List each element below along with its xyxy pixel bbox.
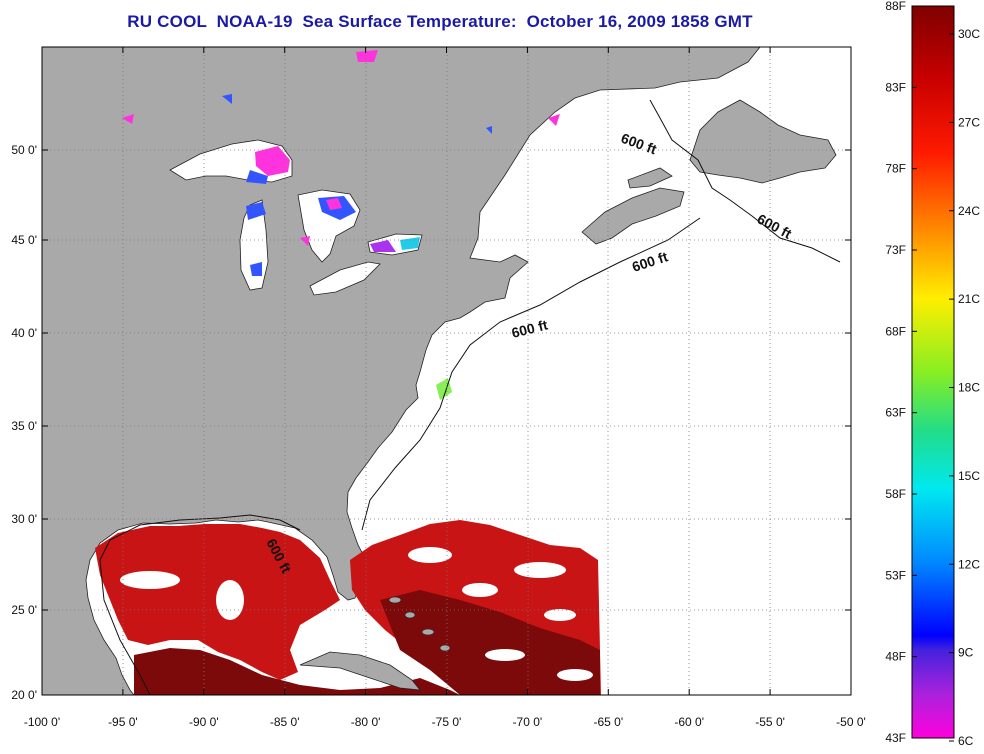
lat-tick-label: 50 0' — [11, 143, 37, 157]
c-tick-label: 27C — [958, 115, 980, 129]
f-tick-label: 48F — [885, 650, 906, 664]
lon-tick-label: -50 0' — [836, 715, 866, 729]
map-gridlines — [42, 47, 851, 695]
fahrenheit-scale: 88F 83F 78F 73F 68F 63F 58F 53F 48F 43F — [885, 0, 917, 745]
latitude-axis: 20 0' 25 0' 30 0' 35 0' 40 0' 45 0' 50 0' — [11, 143, 851, 702]
longitude-axis: -100 0' -95 0' -90 0' -85 0' -80 0' -75 0' -70… — [24, 47, 866, 729]
lake-sst-patches — [122, 50, 560, 276]
land-north-island — [627, 167, 673, 189]
c-tick-label: 24C — [958, 204, 980, 218]
c-tick-label: 9C — [958, 646, 974, 660]
f-tick-label: 63F — [885, 406, 906, 420]
c-tick-label: 21C — [958, 292, 980, 306]
land-bahamas — [388, 596, 451, 652]
lon-tick-label: -65 0' — [593, 715, 623, 729]
cloud-gaps — [120, 547, 593, 681]
c-tick-label: 18C — [958, 381, 980, 395]
lat-tick-label: 45 0' — [11, 233, 37, 247]
c-tick-label: 15C — [958, 469, 980, 483]
c-tick-label: 12C — [958, 557, 980, 571]
lat-tick-label: 30 0' — [11, 512, 37, 526]
lat-tick-label: 20 0' — [11, 688, 37, 702]
lon-tick-label: -60 0' — [674, 715, 704, 729]
f-tick-label: 43F — [885, 731, 906, 745]
sst-colorbar: 88F 83F 78F 73F 68F 63F 58F 53F 48F 43F 30C 27C 24C… — [885, 0, 980, 748]
map-plot-area — [42, 47, 851, 695]
c-tick-label: 6C — [958, 734, 974, 748]
land-cuba — [299, 651, 421, 691]
lon-tick-label: -80 0' — [351, 715, 381, 729]
lon-tick-label: -75 0' — [432, 715, 462, 729]
f-tick-label: 68F — [885, 324, 906, 338]
celsius-scale: 30C 27C 24C 21C 18C 15C 12C 9C 6C — [949, 27, 980, 748]
lat-tick-label: 35 0' — [11, 419, 37, 433]
f-tick-label: 53F — [885, 568, 906, 582]
depth-contours — [99, 99, 841, 695]
caribbean-sst-hot — [134, 648, 460, 695]
lat-tick-label: 25 0' — [11, 603, 37, 617]
map-title: RU COOL NOAA-19 Sea Surface Temperature:… — [127, 12, 753, 31]
lon-tick-label: -85 0' — [270, 715, 300, 729]
lon-tick-label: -55 0' — [755, 715, 785, 729]
f-tick-label: 78F — [885, 162, 906, 176]
c-tick-label: 30C — [958, 27, 980, 41]
lat-tick-label: 40 0' — [11, 326, 37, 340]
colorbar-gradient — [911, 5, 955, 739]
lon-tick-label: -95 0' — [108, 715, 138, 729]
f-tick-label: 88F — [885, 0, 906, 13]
atlantic-sst-hot — [380, 590, 600, 695]
lon-tick-label: -70 0' — [513, 715, 543, 729]
f-tick-label: 73F — [885, 243, 906, 257]
f-tick-label: 83F — [885, 80, 906, 94]
land-newfoundland — [689, 99, 837, 184]
lon-tick-label: -90 0' — [189, 715, 219, 729]
lon-tick-label: -100 0' — [24, 715, 60, 729]
lake-erie — [309, 261, 381, 296]
f-tick-label: 58F — [885, 487, 906, 501]
